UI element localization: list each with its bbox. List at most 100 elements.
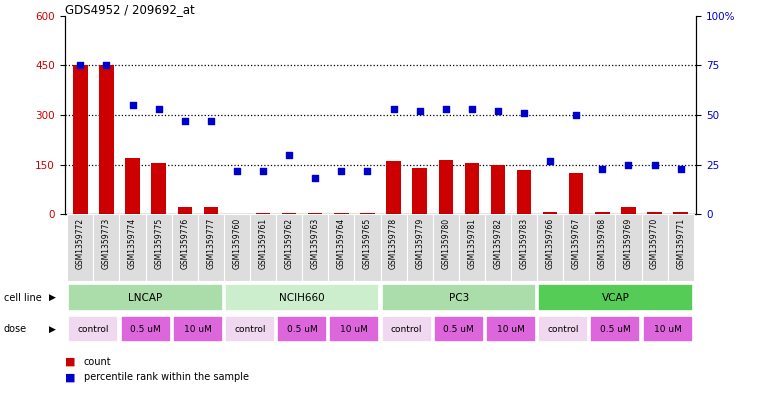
Bar bbox=[173, 316, 223, 342]
Text: GSM1359760: GSM1359760 bbox=[232, 217, 241, 269]
Bar bbox=[595, 211, 610, 214]
Bar bbox=[412, 168, 427, 214]
Text: control: control bbox=[391, 325, 422, 334]
Bar bbox=[277, 316, 327, 342]
Point bbox=[597, 165, 609, 172]
Bar bbox=[563, 214, 589, 281]
Text: GDS4952 / 209692_at: GDS4952 / 209692_at bbox=[65, 3, 194, 16]
Text: GSM1359782: GSM1359782 bbox=[493, 217, 502, 268]
Point bbox=[205, 118, 217, 124]
Point bbox=[126, 102, 139, 108]
Text: 10 uM: 10 uM bbox=[654, 325, 682, 334]
Bar bbox=[673, 211, 688, 214]
Bar bbox=[642, 214, 667, 281]
Bar bbox=[538, 285, 693, 311]
Point bbox=[75, 62, 87, 68]
Text: GSM1359766: GSM1359766 bbox=[546, 217, 555, 269]
Text: control: control bbox=[547, 325, 579, 334]
Text: PC3: PC3 bbox=[449, 293, 469, 303]
Bar bbox=[517, 169, 531, 214]
Bar bbox=[302, 214, 328, 281]
Bar bbox=[591, 316, 641, 342]
Bar bbox=[485, 214, 511, 281]
Bar bbox=[225, 285, 380, 311]
Bar bbox=[308, 213, 323, 214]
Text: 0.5 uM: 0.5 uM bbox=[444, 325, 474, 334]
Point bbox=[387, 106, 400, 112]
Bar bbox=[172, 214, 198, 281]
Text: GSM1359762: GSM1359762 bbox=[285, 217, 294, 269]
Point bbox=[100, 62, 113, 68]
Text: VCAP: VCAP bbox=[601, 293, 629, 303]
Text: count: count bbox=[84, 356, 111, 367]
Text: GSM1359772: GSM1359772 bbox=[76, 217, 84, 269]
Text: control: control bbox=[234, 325, 266, 334]
Bar bbox=[616, 214, 642, 281]
Bar bbox=[438, 160, 453, 214]
Point bbox=[231, 167, 243, 174]
Point bbox=[179, 118, 191, 124]
Text: 10 uM: 10 uM bbox=[340, 325, 368, 334]
Point bbox=[413, 108, 425, 114]
Text: LNCAP: LNCAP bbox=[129, 293, 163, 303]
Point bbox=[492, 108, 504, 114]
Text: GSM1359774: GSM1359774 bbox=[128, 217, 137, 269]
Text: dose: dose bbox=[4, 324, 27, 334]
Text: GSM1359764: GSM1359764 bbox=[337, 217, 345, 269]
Bar bbox=[667, 214, 694, 281]
Text: GSM1359768: GSM1359768 bbox=[598, 217, 607, 269]
Text: GSM1359761: GSM1359761 bbox=[259, 217, 268, 269]
Point bbox=[622, 162, 635, 168]
Text: GSM1359778: GSM1359778 bbox=[389, 217, 398, 269]
Bar bbox=[406, 214, 433, 281]
Bar bbox=[230, 213, 244, 214]
Bar bbox=[642, 316, 693, 342]
Text: GSM1359777: GSM1359777 bbox=[206, 217, 215, 269]
Text: GSM1359783: GSM1359783 bbox=[520, 217, 529, 269]
Point bbox=[336, 167, 348, 174]
Text: ▶: ▶ bbox=[49, 325, 56, 334]
Text: GSM1359770: GSM1359770 bbox=[650, 217, 659, 269]
Text: 0.5 uM: 0.5 uM bbox=[130, 325, 161, 334]
Bar bbox=[621, 207, 635, 214]
Bar bbox=[511, 214, 537, 281]
Point bbox=[257, 167, 269, 174]
Bar bbox=[543, 211, 557, 214]
Bar bbox=[330, 316, 380, 342]
Point bbox=[152, 106, 164, 112]
Text: GSM1359776: GSM1359776 bbox=[180, 217, 189, 269]
Bar bbox=[355, 214, 380, 281]
Text: GSM1359773: GSM1359773 bbox=[102, 217, 111, 269]
Bar bbox=[250, 214, 276, 281]
Bar bbox=[120, 316, 170, 342]
Text: ■: ■ bbox=[65, 372, 75, 382]
Bar bbox=[73, 65, 88, 214]
Point bbox=[466, 106, 478, 112]
Bar bbox=[648, 211, 662, 214]
Text: GSM1359763: GSM1359763 bbox=[310, 217, 320, 269]
Point bbox=[283, 151, 295, 158]
Text: ▶: ▶ bbox=[49, 293, 56, 302]
Point bbox=[518, 110, 530, 116]
Bar bbox=[537, 214, 563, 281]
Text: NCIH660: NCIH660 bbox=[279, 293, 325, 303]
Point bbox=[309, 175, 321, 182]
Text: percentile rank within the sample: percentile rank within the sample bbox=[84, 372, 249, 382]
Text: 0.5 uM: 0.5 uM bbox=[287, 325, 317, 334]
Point bbox=[544, 158, 556, 164]
Text: 0.5 uM: 0.5 uM bbox=[600, 325, 631, 334]
Bar bbox=[433, 214, 459, 281]
Bar bbox=[486, 316, 536, 342]
Bar bbox=[381, 285, 536, 311]
Bar bbox=[276, 214, 302, 281]
Bar bbox=[198, 214, 224, 281]
Bar bbox=[99, 65, 113, 214]
Bar bbox=[328, 214, 355, 281]
Bar bbox=[151, 163, 166, 214]
Text: 10 uM: 10 uM bbox=[184, 325, 212, 334]
Point bbox=[440, 106, 452, 112]
Bar bbox=[381, 316, 431, 342]
Bar bbox=[387, 161, 401, 214]
Text: GSM1359781: GSM1359781 bbox=[467, 217, 476, 268]
Bar bbox=[465, 163, 479, 214]
